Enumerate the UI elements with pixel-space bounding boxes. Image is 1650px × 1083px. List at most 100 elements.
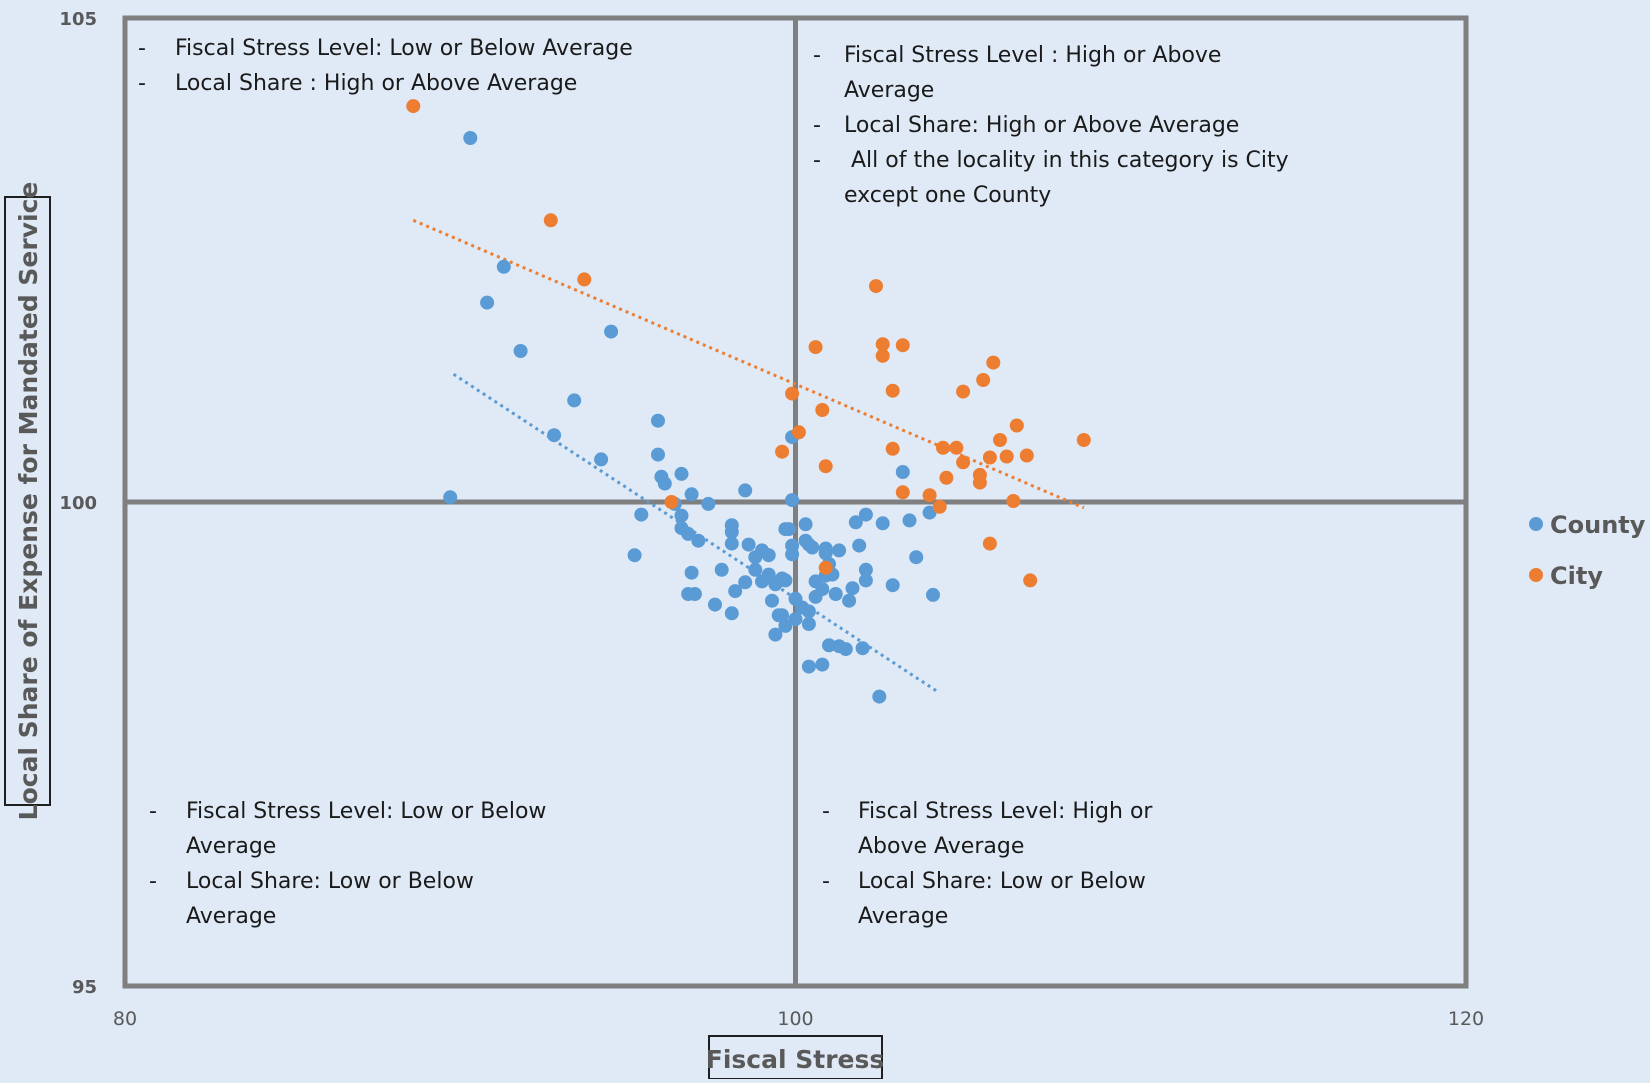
point-city-13	[869, 279, 883, 294]
point-city-35	[1019, 448, 1034, 463]
annotation-top-left: - Fiscal Stress Level: Low or Below Avera…	[138, 36, 633, 96]
annotation-line: Average	[844, 78, 934, 103]
point-county-22	[681, 526, 696, 541]
point-county-28	[724, 606, 739, 621]
point-city-23	[956, 455, 971, 470]
point-city-5	[785, 386, 800, 401]
point-county-83	[848, 515, 863, 530]
point-city-18	[922, 488, 937, 503]
point-county-10	[651, 447, 665, 462]
point-county-17	[674, 508, 689, 523]
annotation-bullet: -	[149, 799, 157, 824]
point-city-31	[993, 433, 1007, 447]
point-city-17	[895, 338, 910, 353]
point-city-0	[406, 99, 421, 114]
point-city-36	[1023, 573, 1038, 588]
point-city-24	[956, 384, 971, 399]
point-county-6	[567, 393, 582, 408]
point-county-89	[872, 689, 887, 704]
point-county-90	[885, 578, 900, 593]
annotation-line: All of the locality in this category is …	[844, 148, 1289, 173]
annotation-line: except one County	[844, 183, 1051, 208]
axis-titles: Fiscal Stress Local Share of Expense for…	[4, 182, 884, 1080]
point-county-87	[875, 516, 890, 531]
y-tick-label: 95	[72, 977, 97, 998]
point-county-34	[741, 537, 756, 552]
annotation-bullet: -	[149, 869, 157, 894]
point-city-33	[1006, 494, 1021, 508]
point-city-30	[982, 536, 997, 551]
point-county-41	[761, 548, 776, 563]
annotation-line: Fiscal Stress Level: Low or Below Averag…	[175, 36, 633, 61]
annotation-top-right: - Fiscal Stress Level : High or Above Aver…	[813, 43, 1289, 208]
point-city-29	[982, 450, 997, 465]
annotation-bullet: -	[138, 36, 146, 61]
point-city-19	[936, 440, 950, 455]
point-county-15	[674, 466, 689, 481]
point-county-84	[858, 573, 873, 588]
annotation-line: Average	[186, 834, 276, 859]
point-county-77	[838, 642, 853, 657]
point-county-27	[714, 562, 729, 577]
point-city-20	[932, 499, 947, 514]
point-county-25	[687, 587, 702, 601]
annotation-line: Fiscal Stress Level : High or Above	[844, 43, 1221, 68]
point-county-0	[463, 131, 478, 145]
x-tick-label: 80	[113, 1008, 137, 1030]
point-county-78	[815, 657, 830, 672]
annotation-line: Local Share: Low or Below	[186, 869, 474, 894]
point-city-6	[791, 425, 806, 440]
annotation-line: Local Share : High or Above Average	[175, 71, 577, 96]
point-city-4	[775, 444, 790, 459]
annotation-bottom-left: - Fiscal Stress Level: Low or Below Averag…	[149, 799, 546, 929]
legend-label-city: City	[1550, 562, 1603, 590]
point-city-28	[986, 355, 1001, 370]
annotation-line: Fiscal Stress Level: Low or Below	[186, 799, 546, 824]
point-city-21	[939, 470, 954, 485]
point-city-7	[808, 340, 823, 355]
point-county-85	[858, 562, 873, 577]
point-county-74	[828, 587, 843, 601]
point-county-36	[738, 483, 753, 498]
point-county-11	[634, 507, 649, 522]
point-county-55	[785, 538, 800, 553]
point-city-16	[895, 485, 910, 500]
point-county-12	[627, 548, 642, 563]
point-county-60	[805, 540, 820, 555]
annotation-bullet: -	[813, 43, 821, 68]
data-points	[406, 99, 1091, 704]
point-county-64	[801, 617, 816, 631]
point-city-1	[543, 213, 558, 228]
annotation-line: Local Share: Low or Below	[858, 869, 1146, 894]
point-county-5	[604, 324, 619, 339]
point-city-27	[972, 467, 987, 482]
point-city-37	[1076, 433, 1091, 447]
point-county-73	[822, 638, 836, 653]
point-city-32	[999, 449, 1014, 464]
point-county-53	[768, 627, 783, 642]
y-axis-title-box	[4, 196, 51, 806]
point-county-72	[818, 546, 833, 561]
point-county-14	[657, 476, 672, 491]
point-county-31	[724, 525, 739, 539]
point-city-34	[1009, 418, 1024, 433]
point-city-14	[885, 383, 900, 398]
annotation-line: Average	[186, 904, 276, 929]
point-county-23	[701, 496, 716, 511]
point-city-25	[976, 373, 991, 387]
point-county-51	[798, 517, 813, 532]
legend-marker-city	[1529, 568, 1543, 582]
point-city-8	[818, 560, 833, 575]
point-county-4	[513, 344, 528, 358]
point-county-82	[852, 538, 867, 553]
point-city-9	[815, 403, 830, 417]
point-county-47	[778, 618, 793, 633]
y-tick-label: 105	[59, 9, 97, 30]
point-county-63	[801, 604, 816, 619]
point-city-11	[875, 337, 890, 352]
y-axis-title: Local Share of Expense for Mandated Serv…	[14, 182, 43, 821]
point-county-80	[832, 543, 847, 558]
point-county-26	[708, 597, 722, 612]
